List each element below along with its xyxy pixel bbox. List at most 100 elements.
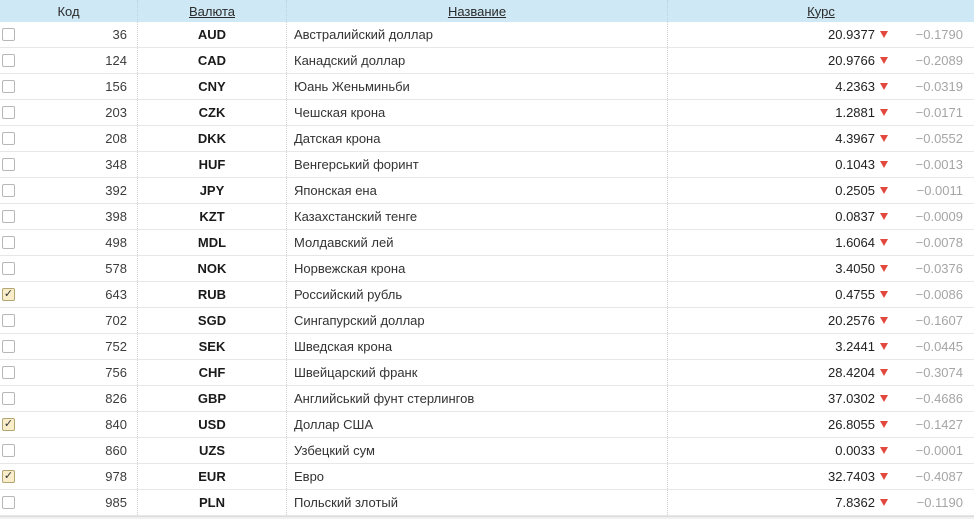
table-row[interactable]: ✓ 756 CHF Швейцарский франк 28.4204 −0.3… [0, 360, 974, 386]
cell-code: 860 [18, 438, 138, 463]
row-select-checkbox[interactable]: ✓ [2, 236, 15, 249]
row-select-checkbox[interactable]: ✓ [2, 262, 15, 275]
row-select-checkbox[interactable]: ✓ [2, 314, 15, 327]
row-select-checkbox[interactable]: ✓ [2, 366, 15, 379]
column-header-name[interactable]: Название [287, 0, 668, 22]
cell-currency: NOK [138, 256, 287, 281]
cell-code: 756 [18, 360, 138, 385]
cell-change: −0.0376 [915, 261, 963, 276]
rate-value: 20.9377 [828, 27, 875, 42]
rate-value: 0.0837 [835, 209, 875, 224]
rate-down-icon [880, 135, 888, 142]
row-select-checkbox[interactable]: ✓ [2, 288, 15, 301]
row-checkbox-cell: ✓ [0, 230, 18, 255]
cell-rate: 20.2576 [668, 308, 888, 333]
row-select-checkbox[interactable]: ✓ [2, 496, 15, 509]
rate-down-icon [880, 109, 888, 116]
cell-name: Английський фунт стерлингов [287, 386, 668, 411]
row-select-checkbox[interactable]: ✓ [2, 470, 15, 483]
row-select-checkbox[interactable]: ✓ [2, 444, 15, 457]
cell-code: 156 [18, 74, 138, 99]
table-row[interactable]: ✓ 398 KZT Казахстанский тенге 0.0837 −0.… [0, 204, 974, 230]
rate-down-icon [880, 31, 888, 38]
row-select-checkbox[interactable]: ✓ [2, 132, 15, 145]
rate-value: 0.4755 [835, 287, 875, 302]
row-checkbox-cell: ✓ [0, 464, 18, 489]
rate-value: 37.0302 [828, 391, 875, 406]
row-select-checkbox[interactable]: ✓ [2, 392, 15, 405]
row-select-checkbox[interactable]: ✓ [2, 184, 15, 197]
cell-rate: 7.8362 [668, 490, 888, 515]
row-checkbox-cell: ✓ [0, 178, 18, 203]
column-header-rate[interactable]: Курс [668, 0, 974, 22]
table-row[interactable]: ✓ 203 CZK Чешская крона 1.2881 −0.0171 [0, 100, 974, 126]
cell-code: 643 [18, 282, 138, 307]
column-header-currency-label: Валюта [189, 3, 235, 19]
table-row[interactable]: ✓ 840 USD Доллар США 26.8055 −0.1427 [0, 412, 974, 438]
cell-change: −0.0078 [915, 235, 963, 250]
row-checkbox-cell: ✓ [0, 100, 18, 125]
row-select-checkbox[interactable]: ✓ [2, 28, 15, 41]
cell-name: Сингапурский доллар [287, 308, 668, 333]
cell-name: Швейцарский франк [287, 360, 668, 385]
row-select-checkbox[interactable]: ✓ [2, 418, 15, 431]
cell-rate: 3.2441 [668, 334, 888, 359]
row-checkbox-cell: ✓ [0, 386, 18, 411]
cell-name: Шведская крона [287, 334, 668, 359]
cell-code: 578 [18, 256, 138, 281]
cell-name: Чешская крона [287, 100, 668, 125]
table-row[interactable]: ✓ 348 HUF Венгерський форинт 0.1043 −0.0… [0, 152, 974, 178]
table-row[interactable]: ✓ 643 RUB Российский рубль 0.4755 −0.008… [0, 282, 974, 308]
rate-down-icon [880, 421, 888, 428]
cell-currency: CAD [138, 48, 287, 73]
cell-currency: CHF [138, 360, 287, 385]
row-checkbox-cell: ✓ [0, 308, 18, 333]
table-row[interactable]: ✓ 392 JPY Японская ена 0.2505 −0.0011 [0, 178, 974, 204]
cell-rate: 0.0837 [668, 204, 888, 229]
rate-value: 1.2881 [835, 105, 875, 120]
cell-code: 348 [18, 152, 138, 177]
cell-change: −0.0013 [915, 157, 963, 172]
cell-code: 702 [18, 308, 138, 333]
rate-down-icon [880, 395, 888, 402]
cell-name: Датская крона [287, 126, 668, 151]
table-row[interactable]: ✓ 208 DKK Датская крона 4.3967 −0.0552 [0, 126, 974, 152]
table-row[interactable]: ✓ 36 AUD Австралийский доллар 20.9377 −0… [0, 22, 974, 48]
row-select-checkbox[interactable]: ✓ [2, 54, 15, 67]
table-row[interactable]: ✓ 498 MDL Молдавский лей 1.6064 −0.0078 [0, 230, 974, 256]
table-row[interactable]: ✓ 124 CAD Канадский доллар 20.9766 −0.20… [0, 48, 974, 74]
cell-rate: 0.0033 [668, 438, 888, 463]
row-select-checkbox[interactable]: ✓ [2, 106, 15, 119]
cell-code: 124 [18, 48, 138, 73]
rate-value: 20.2576 [828, 313, 875, 328]
row-select-checkbox[interactable]: ✓ [2, 158, 15, 171]
cell-rate: 0.4755 [668, 282, 888, 307]
row-select-checkbox[interactable]: ✓ [2, 80, 15, 93]
row-select-checkbox[interactable]: ✓ [2, 340, 15, 353]
cell-name: Норвежская крона [287, 256, 668, 281]
cell-rate: 1.6064 [668, 230, 888, 255]
table-row[interactable]: ✓ 702 SGD Сингапурский доллар 20.2576 −0… [0, 308, 974, 334]
table-row[interactable]: ✓ 752 SEK Шведская крона 3.2441 −0.0445 [0, 334, 974, 360]
row-checkbox-cell: ✓ [0, 22, 18, 47]
row-select-checkbox[interactable]: ✓ [2, 210, 15, 223]
cell-code: 203 [18, 100, 138, 125]
table-row[interactable]: ✓ 156 CNY Юань Женьминьби 4.2363 −0.0319 [0, 74, 974, 100]
table-row[interactable]: ✓ 860 UZS Узбецкий сум 0.0033 −0.0001 [0, 438, 974, 464]
rate-value: 32.7403 [828, 469, 875, 484]
column-header-rate-label: Курс [807, 3, 835, 19]
column-header-currency[interactable]: Валюта [138, 0, 287, 22]
rate-value: 4.2363 [835, 79, 875, 94]
cell-change: −0.0001 [915, 443, 963, 458]
checkmark-icon: ✓ [3, 287, 14, 300]
table-row[interactable]: ✓ 985 PLN Польский злотый 7.8362 −0.1190 [0, 490, 974, 516]
cell-code: 840 [18, 412, 138, 437]
table-row[interactable]: ✓ 578 NOK Норвежская крона 3.4050 −0.037… [0, 256, 974, 282]
table-body: ✓ 36 AUD Австралийский доллар 20.9377 −0… [0, 22, 974, 516]
table-row[interactable]: ✓ 978 EUR Евро 32.7403 −0.4087 [0, 464, 974, 490]
table-row[interactable]: ✓ 826 GBP Английський фунт стерлингов 37… [0, 386, 974, 412]
cell-code: 498 [18, 230, 138, 255]
column-header-code[interactable]: Код [0, 0, 138, 22]
row-checkbox-cell: ✓ [0, 48, 18, 73]
